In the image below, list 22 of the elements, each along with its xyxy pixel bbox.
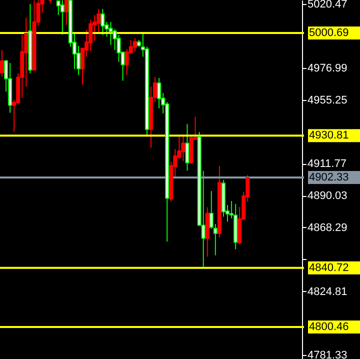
ref-line-label: 4930.81 bbox=[309, 130, 349, 142]
candlestick bbox=[185, 123, 190, 172]
candlestick bbox=[0, 50, 4, 78]
ref-line-label: 5000.69 bbox=[309, 27, 349, 40]
ref-line-label: 4902.33 bbox=[309, 171, 349, 184]
y-tick-label: 4911.77 bbox=[308, 158, 346, 170]
y-tick-label: 5020.47 bbox=[308, 0, 348, 11]
y-tick-label: 4890.03 bbox=[308, 190, 348, 202]
candlestick bbox=[100, 8, 105, 36]
candlestick bbox=[60, 0, 64, 36]
y-tick-label: 4955.25 bbox=[308, 94, 348, 106]
ref-line-label: 4800.46 bbox=[309, 321, 349, 334]
candlestick bbox=[108, 22, 113, 46]
candlestick bbox=[124, 48, 129, 76]
y-tick-label: 4868.29 bbox=[308, 222, 348, 234]
y-tick-label: 4976.99 bbox=[308, 62, 348, 74]
candlestick bbox=[181, 134, 186, 162]
ref-line-label: 4840.72 bbox=[309, 262, 349, 274]
candlestick bbox=[64, 0, 68, 26]
y-tick-label: 4824.81 bbox=[308, 286, 348, 298]
candlestick bbox=[132, 38, 137, 52]
y-tick-label: 4781.33 bbox=[308, 350, 348, 359]
